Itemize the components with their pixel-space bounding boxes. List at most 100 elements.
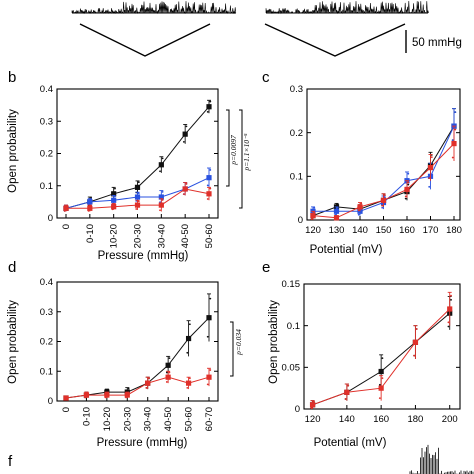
x-tick-label: 140 <box>352 225 368 236</box>
x-tick-label: 50-60 <box>184 407 195 431</box>
y-tick-label: 0.2 <box>40 337 53 348</box>
data-point <box>145 380 151 386</box>
data-dot <box>209 369 212 371</box>
data-dot <box>415 328 418 330</box>
data-dot <box>344 398 347 400</box>
x-tick-label: 200 <box>442 414 458 425</box>
x-tick-label: 120 <box>305 414 321 425</box>
data-point <box>158 202 164 208</box>
x-tick-label: 130 <box>329 225 345 236</box>
data-dot <box>206 110 209 113</box>
current-trace-line <box>265 0 429 15</box>
data-dot <box>186 387 189 389</box>
data-point <box>333 208 340 214</box>
chart-panel-d: Open probability Pressure (mmHg) p=0.034… <box>7 277 243 449</box>
y-tick-label: 0.1 <box>290 172 303 183</box>
data-point <box>404 186 410 193</box>
y-tick-label: 0.4 <box>40 277 53 288</box>
data-dot <box>209 169 212 171</box>
panel-d-xlabel: Pressure (mmHg) <box>97 437 188 449</box>
y-tick-label: 0 <box>298 215 303 226</box>
data-dot <box>381 206 384 209</box>
data-dot <box>145 387 148 389</box>
pressure-ramp-left <box>79 23 211 57</box>
data-point <box>333 215 340 221</box>
data-dot <box>381 377 384 380</box>
pressure-ramp-right <box>264 23 406 57</box>
data-dot <box>378 383 381 386</box>
data-dot <box>182 140 185 143</box>
x-tick-label: 0-10 <box>81 407 92 426</box>
data-point <box>111 191 117 197</box>
data-point <box>165 374 171 380</box>
data-point <box>124 392 130 398</box>
data-dot <box>407 172 410 175</box>
data-point <box>185 380 192 386</box>
data-dot <box>209 297 212 300</box>
y-tick-label: 0.3 <box>290 84 303 95</box>
y-tick-label: 0.1 <box>40 181 53 192</box>
data-dot <box>407 183 410 186</box>
y-tick-label: 0.4 <box>40 84 53 95</box>
data-dot <box>360 202 363 205</box>
data-dot <box>209 187 212 190</box>
data-dot <box>451 156 454 159</box>
data-dot <box>148 377 150 380</box>
x-tick-label: 0 <box>61 224 72 229</box>
x-tick-label: 160 <box>399 225 415 236</box>
data-point <box>344 389 350 395</box>
data-dot <box>159 209 161 212</box>
panel-d-pvalue-1: p=0.034 <box>234 329 243 356</box>
data-dot <box>447 321 450 324</box>
x-tick-label: 150 <box>376 225 392 236</box>
panel-letter-b: b <box>8 69 16 86</box>
data-dot <box>206 383 209 386</box>
data-dot <box>161 157 164 160</box>
x-tick-label: 10-20 <box>102 407 113 431</box>
data-point <box>447 306 453 312</box>
data-point <box>206 191 212 197</box>
chart-panel-e: Open probability Potential (mV) 0 0.05 0.1… <box>268 279 461 449</box>
data-point <box>182 186 188 192</box>
y-tick-label: 0 <box>48 396 53 407</box>
data-dot <box>447 325 450 328</box>
data-point <box>378 368 384 375</box>
data-point <box>310 213 316 219</box>
data-dot <box>185 125 188 128</box>
data-point <box>206 175 212 181</box>
y-tick-label: 0.1 <box>287 321 300 332</box>
data-point <box>111 204 117 210</box>
panel-b-ylabel: Open probability <box>7 109 19 193</box>
data-point <box>412 339 419 345</box>
data-dot <box>188 377 191 380</box>
data-dot <box>357 209 360 212</box>
data-point <box>111 197 117 203</box>
data-point <box>206 374 212 380</box>
data-dot <box>428 185 431 188</box>
data-dot <box>454 128 457 131</box>
data-point <box>134 202 141 208</box>
panel-d-ylabel: Open probability <box>7 300 19 384</box>
data-dot <box>336 206 339 209</box>
data-dot <box>161 190 164 193</box>
data-dot <box>313 206 316 209</box>
data-dot <box>188 323 191 326</box>
panel-b-xlabel: Pressure (mmHg) <box>98 250 189 262</box>
data-dot <box>454 111 457 114</box>
data-dot <box>182 193 185 196</box>
x-tick-label: 20-30 <box>122 407 133 431</box>
plot-frame <box>56 281 219 402</box>
panel-e-xlabel: Potential (mV) <box>314 437 387 449</box>
panel-b-pvalue-1: p=0.0097 <box>229 135 238 166</box>
data-point <box>158 194 164 200</box>
x-tick-label: 180 <box>407 414 423 425</box>
x-tick-label: 60-70 <box>204 407 215 431</box>
data-dot <box>450 294 452 297</box>
panel-f-trace-line <box>409 444 474 474</box>
data-dot <box>159 170 161 173</box>
panel-letter-c: c <box>262 69 270 86</box>
panel-e-ylabel: Open probability <box>268 300 280 384</box>
significance-bracket <box>230 321 234 377</box>
y-tick-label: 0.1 <box>40 366 53 377</box>
